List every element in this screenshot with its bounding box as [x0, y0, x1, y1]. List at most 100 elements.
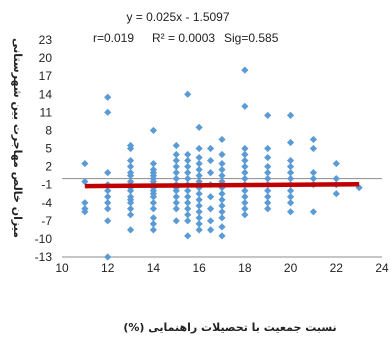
data-point — [218, 214, 226, 222]
data-point — [241, 193, 249, 201]
data-point — [149, 214, 158, 222]
data-point — [149, 159, 158, 168]
data-point — [309, 175, 318, 183]
data-point — [218, 202, 226, 210]
data-point — [172, 199, 180, 207]
data-point — [195, 208, 203, 216]
data-point — [104, 93, 112, 101]
data-point — [264, 162, 272, 171]
data-point — [241, 211, 249, 219]
y-tick-label: 23 — [39, 33, 53, 47]
data-point — [264, 187, 272, 195]
data-point — [218, 232, 226, 240]
data-point — [184, 217, 192, 225]
data-point — [218, 208, 226, 216]
data-point — [286, 175, 295, 183]
data-point — [309, 144, 318, 153]
data-point — [104, 187, 112, 195]
data-point — [104, 199, 112, 207]
trendline — [84, 182, 360, 189]
data-point — [172, 217, 180, 225]
data-point — [241, 156, 249, 165]
data-point — [264, 169, 272, 177]
data-point — [184, 199, 192, 207]
data-point — [126, 226, 135, 234]
x-tick-label: 18 — [238, 261, 252, 275]
data-point — [126, 172, 135, 180]
x-tick-label: 24 — [375, 261, 389, 275]
data-point — [149, 193, 158, 201]
y-axis-title: میزان خالص مهاجرت بین شهرستانی — [11, 38, 24, 238]
y-tick-label: 2 — [45, 160, 52, 174]
data-point — [195, 159, 203, 168]
data-point — [126, 156, 135, 165]
data-point — [218, 135, 226, 144]
data-point — [195, 214, 203, 222]
y-tick-label: 20 — [39, 51, 53, 65]
x-tick-label: 20 — [284, 261, 298, 275]
data-point — [195, 202, 203, 210]
data-point — [241, 162, 249, 171]
data-point — [172, 175, 180, 183]
data-point — [172, 141, 180, 150]
data-point — [286, 187, 295, 195]
data-point — [149, 226, 158, 234]
data-point — [195, 153, 203, 162]
x-tick-label: 14 — [147, 261, 161, 275]
data-point — [264, 199, 272, 207]
data-point — [206, 205, 215, 213]
data-point — [286, 208, 295, 216]
data-point — [184, 205, 192, 213]
data-point — [241, 66, 249, 74]
data-point — [264, 153, 272, 162]
data-point — [206, 144, 215, 153]
data-point — [241, 150, 249, 159]
data-point — [355, 184, 363, 192]
data-point — [309, 135, 318, 144]
data-point — [206, 217, 215, 225]
data-point — [241, 199, 249, 207]
data-point — [241, 144, 249, 153]
stat-r-squared: R² = 0.0003 — [152, 31, 215, 45]
data-point — [286, 193, 295, 201]
data-point — [195, 123, 203, 132]
trend-equation: y = 0.025x - 1.5097 — [126, 10, 229, 24]
data-point — [104, 169, 112, 177]
data-point — [104, 217, 112, 225]
data-point — [206, 193, 215, 201]
data-point — [332, 190, 340, 198]
data-point — [104, 108, 112, 116]
data-point — [206, 169, 215, 177]
data-point — [172, 150, 180, 159]
x-axis-title: نسبت جمعیت با تحصیلات راهنمایی (%) — [123, 321, 336, 334]
stat-r: r=0.019 — [93, 31, 134, 45]
data-point — [126, 199, 135, 207]
data-point — [195, 172, 203, 180]
data-point — [104, 205, 112, 213]
data-point — [126, 187, 135, 195]
data-point — [172, 156, 180, 165]
plot-area: 10 12 14 16 18 20 22 24 23 20 17 14 11 8 5 2 -1 -4 -7 -10 -1… — [35, 33, 389, 275]
data-point — [241, 102, 249, 110]
x-tick-label: 10 — [55, 261, 69, 275]
data-point — [286, 156, 295, 165]
data-point — [241, 205, 249, 213]
y-tick-label: -13 — [35, 250, 53, 264]
data-point — [218, 190, 226, 198]
data-point — [195, 190, 203, 198]
x-tick-label: 12 — [101, 261, 115, 275]
data-point — [332, 175, 340, 183]
data-point — [172, 169, 180, 177]
data-point — [172, 187, 180, 195]
y-tick-label: 8 — [45, 123, 52, 137]
data-point — [104, 193, 112, 201]
data-point — [195, 196, 203, 204]
data-point — [286, 169, 295, 177]
data-point — [195, 144, 203, 153]
data-point — [218, 159, 226, 168]
data-point — [218, 172, 226, 180]
data-point — [309, 169, 318, 177]
data-point — [218, 223, 226, 231]
data-point — [286, 138, 295, 147]
